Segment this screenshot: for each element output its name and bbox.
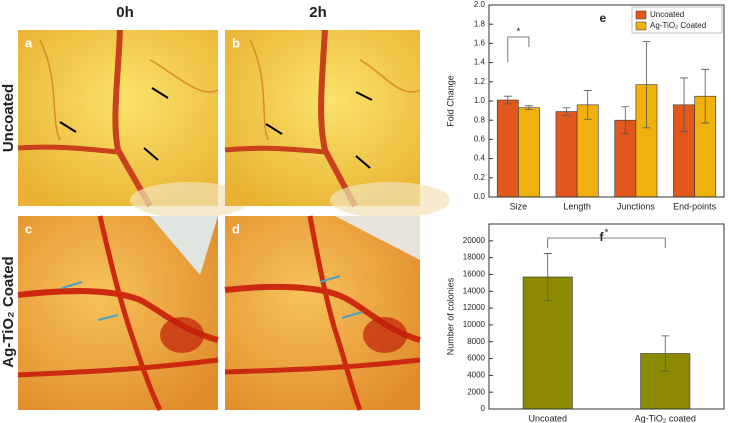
row-header: Ag-TiO₂ Coated	[0, 256, 17, 367]
row-header: Uncoated	[0, 84, 17, 152]
error-bar	[621, 106, 630, 135]
photo-a: a	[17, 29, 250, 218]
bar	[496, 99, 519, 198]
y-tick-label: 1.0	[474, 96, 486, 105]
legend-box	[631, 6, 723, 34]
x-tick-label: Uncoated	[528, 413, 567, 423]
x-tick-label: End-points	[673, 201, 717, 211]
annotation: *	[605, 228, 609, 239]
y-tick-label: 6000	[467, 354, 485, 363]
y-tick-label: 1.8	[474, 19, 486, 28]
annotation: *	[516, 27, 520, 38]
legend-label: Uncoated	[650, 10, 684, 19]
significance-bracket	[507, 36, 530, 62]
y-tick-label: 1.4	[474, 58, 486, 67]
y-tick-label: 0.0	[474, 192, 486, 201]
error-bar	[680, 77, 689, 133]
y-tick-label: 12000	[463, 303, 486, 312]
x-tick-label: Junctions	[617, 201, 656, 211]
y-tick-label: 16000	[463, 270, 486, 279]
y-tick-label: 1.6	[474, 39, 486, 48]
panel-label: c	[25, 221, 32, 236]
y-tick-label: 0.8	[474, 115, 486, 124]
x-tick-label: Length	[563, 201, 591, 211]
error-bar	[562, 107, 571, 116]
column-header: 2h	[309, 4, 327, 21]
plot-frame	[488, 4, 725, 198]
y-tick-label: 20000	[463, 236, 486, 245]
photo-b: b	[224, 29, 450, 218]
bar	[555, 111, 578, 198]
y-axis-label: Fold Change	[445, 75, 455, 127]
y-tick-label: 1.2	[474, 77, 486, 86]
y-tick-label: 10000	[463, 320, 486, 329]
plot-frame	[488, 223, 725, 410]
y-axis-label: Number of colonies	[445, 277, 455, 355]
y-tick-label: 2.0	[474, 0, 486, 9]
y-tick-label: 14000	[463, 286, 486, 295]
error-bar	[701, 68, 710, 124]
legend-label: Ag-TiO₂ Coated	[650, 21, 706, 30]
y-tick-label: 2000	[467, 387, 485, 396]
panel-label: b	[232, 35, 240, 50]
column-header: 0h	[116, 4, 134, 21]
photo-d: d	[224, 215, 421, 411]
legend-swatch	[635, 21, 647, 31]
panel-label: a	[25, 35, 33, 50]
error-bar	[642, 41, 651, 129]
error-bar	[503, 95, 512, 105]
y-tick-label: 0.2	[474, 173, 486, 182]
y-tick-label: 0	[481, 404, 486, 413]
bar	[518, 107, 540, 198]
panel-label: d	[232, 221, 240, 236]
error-bar	[583, 90, 592, 120]
panel-label: e	[599, 11, 606, 25]
panel-label: f	[599, 230, 604, 244]
y-tick-label: 18000	[463, 253, 486, 262]
photo-c: c	[17, 215, 219, 412]
x-tick-label: Size	[510, 201, 528, 211]
error-bar	[661, 335, 670, 372]
error-bar	[543, 253, 552, 301]
error-bar	[524, 105, 533, 111]
y-tick-label: 0.6	[474, 135, 486, 144]
y-tick-label: 4000	[467, 370, 485, 379]
significance-bracket	[547, 237, 666, 248]
x-tick-label: Ag-TiO₂ coated	[635, 413, 696, 423]
legend-swatch	[635, 10, 647, 20]
y-tick-label: 8000	[467, 337, 485, 346]
y-tick-label: 0.4	[474, 154, 486, 163]
